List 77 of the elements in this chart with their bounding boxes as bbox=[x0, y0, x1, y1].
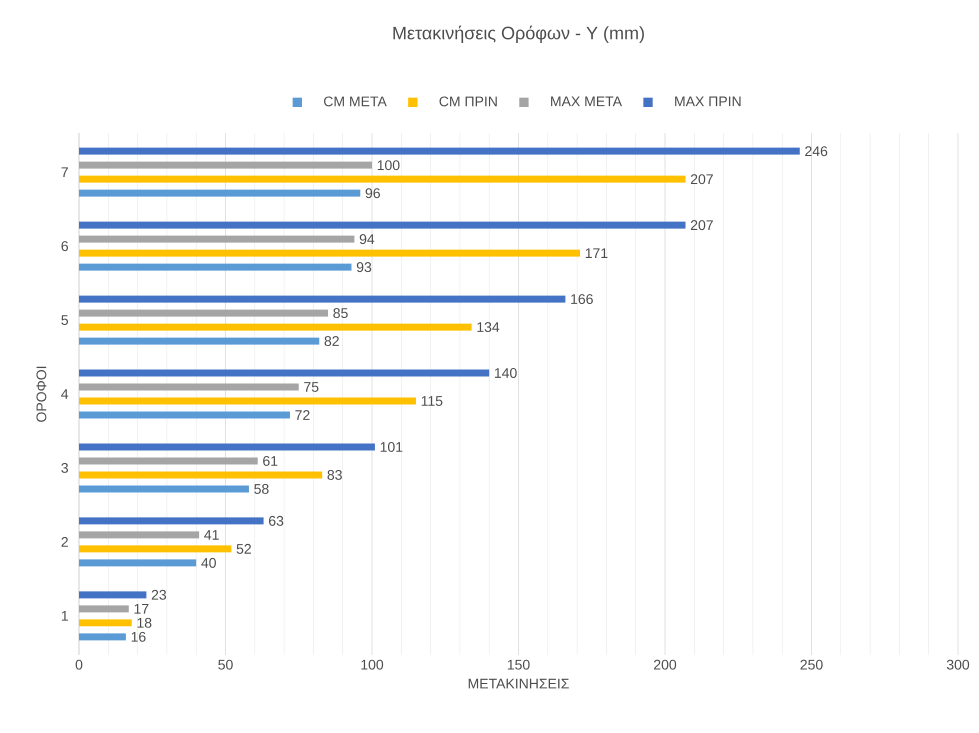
data-label: 16 bbox=[132, 632, 146, 642]
bar bbox=[79, 559, 196, 566]
x-tick-label: 200 bbox=[654, 660, 676, 670]
x-tick-label: 250 bbox=[800, 660, 823, 670]
bar bbox=[79, 605, 129, 612]
data-label: 246 bbox=[805, 146, 828, 156]
bar bbox=[79, 545, 232, 552]
y-tick-label: 1 bbox=[62, 611, 68, 621]
x-tick-label: 300 bbox=[946, 660, 970, 670]
x-tick-label: 150 bbox=[508, 660, 530, 670]
x-tick-label: 100 bbox=[361, 660, 384, 670]
bar bbox=[79, 176, 686, 183]
bar bbox=[79, 222, 686, 229]
data-label: 115 bbox=[422, 396, 442, 406]
x-axis-title: ΜΕΤΑΚΙΝΗΣΕΙΣ bbox=[468, 678, 569, 688]
bar bbox=[79, 398, 416, 405]
bar bbox=[79, 162, 372, 169]
bar bbox=[79, 384, 299, 391]
data-label: 23 bbox=[152, 590, 166, 600]
data-label: 40 bbox=[201, 558, 216, 568]
data-label: 85 bbox=[333, 308, 348, 318]
bar bbox=[79, 412, 290, 419]
y-tick-label: 3 bbox=[61, 462, 68, 473]
y-tick-label: 6 bbox=[62, 241, 68, 252]
y-tick-label: 7 bbox=[62, 167, 68, 178]
data-label: 171 bbox=[586, 248, 608, 258]
legend-label: MAX ΠΡΙΝ bbox=[675, 96, 741, 106]
data-label: 100 bbox=[378, 160, 400, 170]
data-label: 75 bbox=[304, 382, 318, 392]
bar bbox=[79, 633, 126, 640]
legend-label: CM ΜΕΤΑ bbox=[324, 96, 387, 106]
data-label: 63 bbox=[269, 516, 284, 526]
bar bbox=[79, 310, 328, 317]
chart-title: Μετακινήσεις Ορόφων - Y (mm) bbox=[393, 26, 644, 43]
bar bbox=[79, 619, 132, 626]
x-tick-label: 50 bbox=[218, 660, 233, 670]
data-label: 140 bbox=[494, 368, 517, 378]
data-label: 52 bbox=[236, 544, 251, 554]
data-label: 94 bbox=[360, 234, 374, 244]
bar bbox=[79, 264, 352, 271]
data-label: 166 bbox=[571, 294, 593, 304]
data-label: 72 bbox=[295, 410, 310, 420]
bar bbox=[79, 457, 258, 464]
y-tick-label: 2 bbox=[62, 537, 68, 547]
data-label: 96 bbox=[366, 188, 380, 198]
y-tick-label: 4 bbox=[61, 389, 68, 399]
bar bbox=[79, 370, 490, 377]
bar bbox=[79, 148, 800, 155]
data-label: 58 bbox=[254, 484, 269, 494]
bar bbox=[79, 485, 249, 492]
data-label: 61 bbox=[263, 456, 278, 466]
data-label: 207 bbox=[690, 220, 713, 230]
legend-label: MAX ΜΕΤΑ bbox=[551, 96, 622, 106]
data-label: 134 bbox=[477, 322, 500, 332]
bar bbox=[79, 190, 360, 197]
data-label: 101 bbox=[380, 442, 402, 452]
bar bbox=[79, 250, 580, 257]
bar bbox=[79, 296, 566, 303]
x-tick-label: 0 bbox=[76, 660, 82, 670]
bar bbox=[79, 324, 472, 331]
data-label: 18 bbox=[138, 618, 152, 628]
y-tick-label: 5 bbox=[61, 315, 68, 325]
data-label: 83 bbox=[328, 470, 342, 480]
bar bbox=[79, 443, 375, 450]
data-label: 17 bbox=[134, 604, 148, 614]
legend-label: CM ΠΡΙΝ bbox=[440, 96, 497, 106]
data-label: 207 bbox=[690, 174, 713, 184]
bar bbox=[79, 591, 146, 598]
data-label: 93 bbox=[356, 262, 372, 272]
y-axis-title: ΟΡΟΦΟΙ bbox=[36, 366, 46, 422]
bar bbox=[79, 531, 200, 538]
data-label: 82 bbox=[324, 336, 339, 346]
bar bbox=[79, 517, 264, 524]
data-label: 41 bbox=[204, 530, 219, 540]
bar bbox=[79, 236, 354, 243]
bar bbox=[79, 338, 320, 345]
bar bbox=[79, 471, 322, 478]
